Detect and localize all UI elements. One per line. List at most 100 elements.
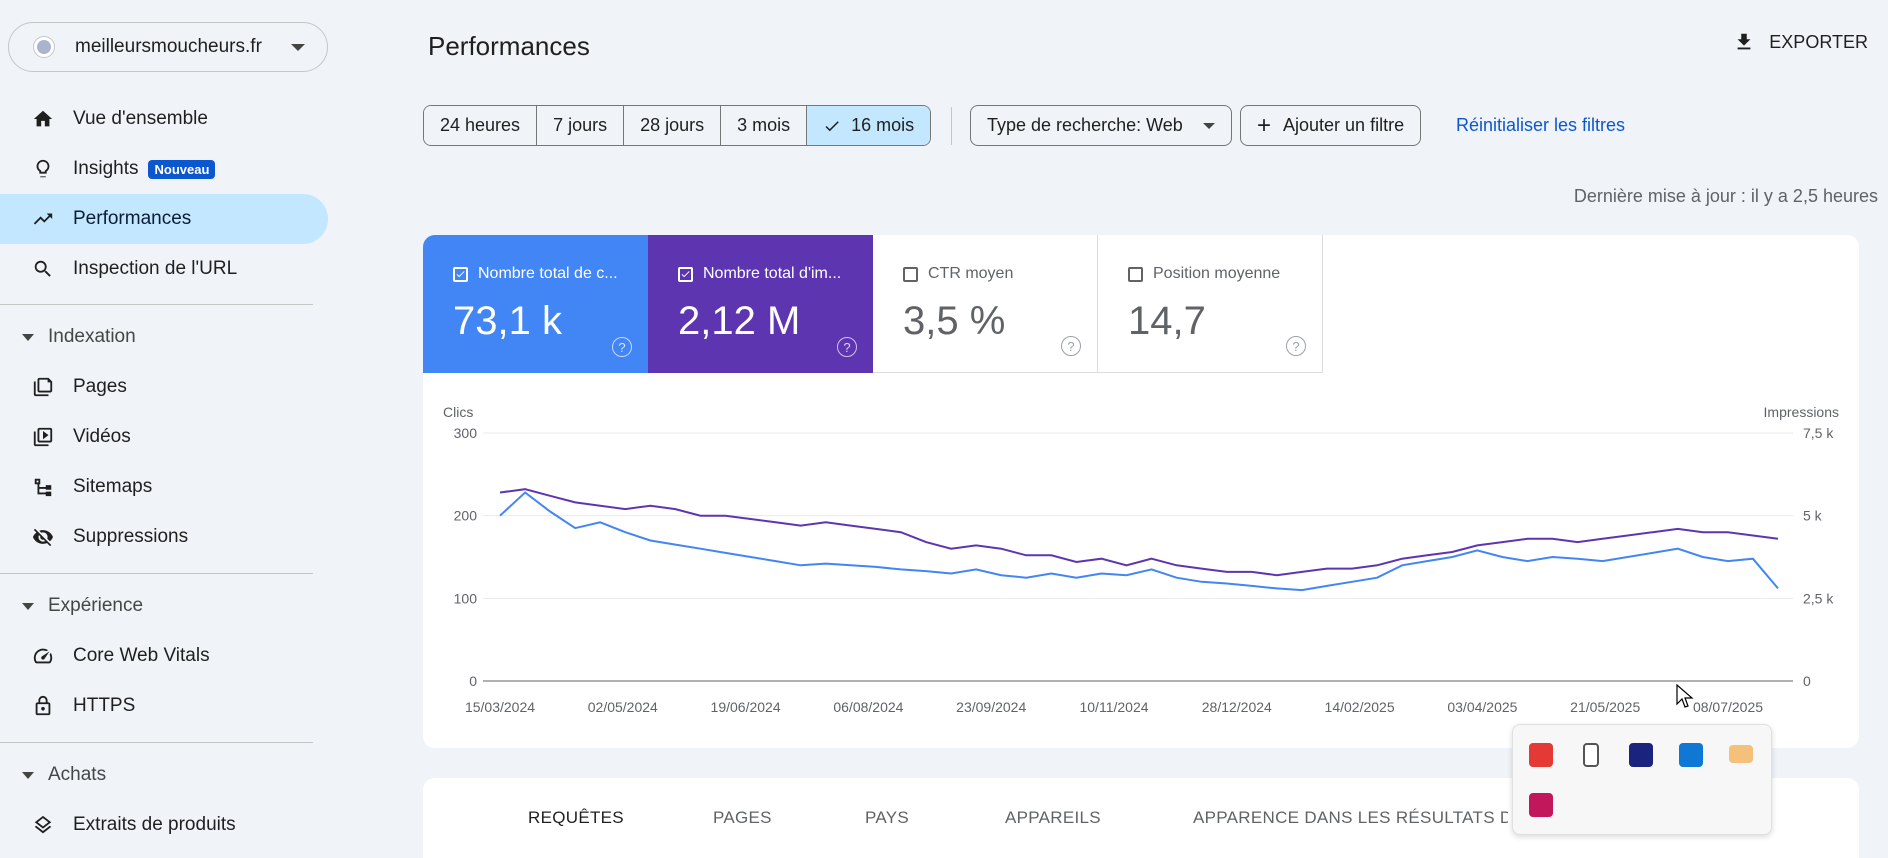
- help-icon[interactable]: ?: [612, 337, 632, 357]
- tab-pages[interactable]: PAGES: [713, 808, 772, 827]
- y-tick-right: 0: [1803, 673, 1811, 689]
- add-filter-button[interactable]: + Ajouter un filtre: [1240, 105, 1422, 146]
- nav-label: Performances: [73, 208, 192, 229]
- eye-off-icon: [30, 524, 56, 550]
- usb-drive-icon[interactable]: [1583, 743, 1599, 767]
- divider: [0, 573, 313, 574]
- gauge-icon: [30, 643, 56, 669]
- nav-removals[interactable]: Suppressions: [0, 512, 328, 562]
- metric-value: 3,5 %: [903, 299, 1006, 343]
- export-label: EXPORTER: [1769, 31, 1868, 52]
- caret-down-icon: [1202, 122, 1215, 129]
- nav-performance[interactable]: Performances: [0, 194, 328, 244]
- export-button[interactable]: EXPORTER: [1733, 30, 1868, 54]
- range-label: 24 heures: [440, 115, 521, 135]
- y-tick-left: 200: [454, 508, 478, 524]
- metric-label: Nombre total d'im...: [703, 265, 842, 282]
- nav-label: Inspection de l'URL: [73, 258, 238, 279]
- x-tick: 08/07/2025: [1693, 699, 1763, 715]
- password-manager-icon[interactable]: [1629, 743, 1653, 767]
- section-experience[interactable]: Expérience: [22, 595, 143, 617]
- nav-label: Core Web Vitals: [73, 645, 210, 666]
- nav-videos[interactable]: Vidéos: [0, 412, 328, 462]
- nav-label: Pages: [73, 376, 127, 397]
- property-selector[interactable]: meilleursmoucheurs.fr: [8, 22, 328, 72]
- x-tick: 19/06/2024: [711, 699, 781, 715]
- mouse-cursor-icon: [1676, 684, 1694, 708]
- reset-filters-link[interactable]: Réinitialiser les filtres: [1456, 115, 1626, 135]
- range-3m[interactable]: 3 mois: [721, 106, 808, 145]
- page-title: Performances: [428, 31, 590, 61]
- nav-pages[interactable]: Pages: [0, 362, 328, 412]
- range-label: 7 jours: [553, 115, 608, 135]
- caret-down-icon: [22, 771, 34, 779]
- system-tray-overflow: [1512, 724, 1772, 835]
- range-16m[interactable]: 16 mois: [807, 106, 931, 145]
- y-axis-label-left: Clics: [443, 404, 473, 420]
- performance-chart: Clics Impressions 300 7,5 k 200 5 k 100 2,5 k 0 0…: [443, 404, 1839, 715]
- nav-label: Vue d'ensemble: [73, 108, 208, 129]
- x-tick: 10/11/2024: [1079, 699, 1148, 715]
- divider: [951, 107, 952, 145]
- y-tick-left: 0: [469, 673, 477, 689]
- nav-insights[interactable]: Insights Nouveau: [0, 144, 328, 194]
- range-24h[interactable]: 24 heures: [424, 106, 538, 145]
- checkbox-checked-icon: [678, 266, 693, 282]
- nav-overview[interactable]: Vue d'ensemble: [0, 94, 328, 144]
- range-label: 3 mois: [737, 115, 791, 135]
- date-range-group: 24 heures 7 jours 28 jours 3 mois 16 moi…: [423, 105, 932, 146]
- nav-https[interactable]: HTTPS: [0, 681, 328, 731]
- metric-label: Position moyenne: [1153, 265, 1281, 282]
- x-tick: 14/02/2025: [1325, 699, 1395, 715]
- globe-icon: [33, 36, 55, 58]
- last-update-text: Dernière mise à jour : il y a 2,5 heures: [1573, 186, 1878, 206]
- tab-devices[interactable]: APPAREILS: [1005, 808, 1101, 827]
- divider: [0, 304, 313, 305]
- range-7d[interactable]: 7 jours: [537, 106, 625, 145]
- metric-value: 2,12 M: [678, 299, 801, 343]
- lightbulb-icon: [30, 156, 56, 182]
- metric-impressions[interactable]: Nombre total d'im... 2,12 M ?: [648, 235, 873, 373]
- nav-sitemaps[interactable]: Sitemaps: [0, 462, 328, 512]
- search-type-dropdown[interactable]: Type de recherche: Web: [970, 105, 1232, 146]
- metric-ctr[interactable]: CTR moyen 3,5 % ?: [873, 235, 1098, 373]
- plus-icon: +: [1257, 111, 1272, 139]
- tab-search-appearance[interactable]: APPARENCE DANS LES RÉSULTATS DE R: [1193, 808, 1508, 827]
- nav-url-inspection[interactable]: Inspection de l'URL: [0, 244, 328, 294]
- metric-position[interactable]: Position moyenne 14,7 ?: [1098, 235, 1323, 373]
- range-28d[interactable]: 28 jours: [624, 106, 722, 145]
- section-title: Achats: [48, 764, 107, 785]
- video-icon: [30, 424, 56, 450]
- x-tick: 21/05/2025: [1570, 699, 1640, 715]
- nav-label: HTTPS: [73, 695, 136, 716]
- app-icon[interactable]: [1529, 793, 1553, 817]
- caret-down-icon: [22, 333, 34, 341]
- help-icon[interactable]: ?: [837, 337, 857, 357]
- tab-countries[interactable]: PAYS: [865, 808, 910, 827]
- add-filter-label: Ajouter un filtre: [1283, 115, 1405, 135]
- help-icon[interactable]: ?: [1286, 336, 1306, 356]
- help-icon[interactable]: ?: [1061, 336, 1081, 356]
- bitdefender-icon[interactable]: [1529, 743, 1553, 767]
- section-shopping[interactable]: Achats: [22, 764, 106, 786]
- mail-icon[interactable]: [1729, 745, 1753, 763]
- tab-queries[interactable]: REQUÊTES: [528, 808, 624, 827]
- nav-core-web-vitals[interactable]: Core Web Vitals: [0, 631, 328, 681]
- metric-value: 73,1 k: [453, 299, 562, 343]
- x-tick: 02/05/2024: [588, 699, 658, 715]
- layers-icon: [30, 812, 56, 838]
- nav-product-snippets[interactable]: Extraits de produits: [0, 800, 328, 850]
- chevron-down-icon: [291, 44, 305, 51]
- checkbox-checked-icon: [453, 266, 468, 282]
- range-label: 28 jours: [640, 115, 705, 135]
- metric-label: CTR moyen: [928, 265, 1014, 282]
- metric-value: 14,7: [1128, 299, 1206, 343]
- metric-clicks[interactable]: Nombre total de c... 73,1 k ?: [423, 235, 648, 373]
- x-tick: 28/12/2024: [1202, 699, 1272, 715]
- section-indexation[interactable]: Indexation: [22, 326, 136, 348]
- nav-label: Insights: [73, 158, 139, 179]
- x-tick: 06/08/2024: [833, 699, 903, 715]
- outlook-icon[interactable]: [1679, 743, 1703, 767]
- search-icon: [30, 256, 56, 282]
- x-tick: 15/03/2024: [465, 699, 535, 715]
